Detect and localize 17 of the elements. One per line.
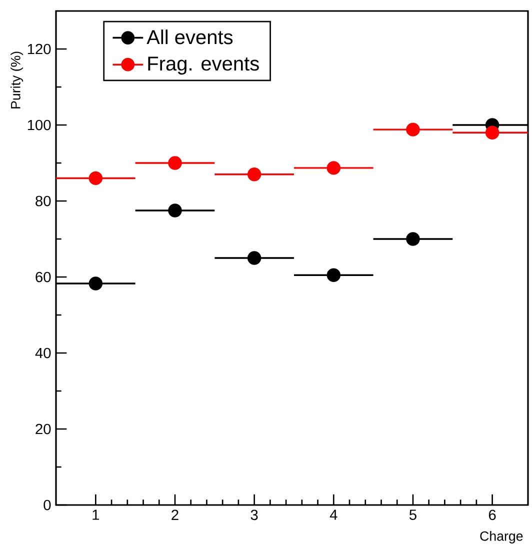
x-tick-label: 2 (172, 510, 178, 520)
x-tick-label: 3 (250, 510, 258, 520)
y-tick-label: 80 (36, 196, 51, 206)
y-tick-label: 120 (28, 44, 51, 54)
legend-label: Frag. events (148, 56, 259, 75)
legend-label: All events (146, 30, 233, 44)
y-tick-label: 20 (36, 424, 51, 434)
y-axis-title: Purity (%) (10, 52, 23, 108)
x-tick-label: 6 (488, 510, 496, 520)
y-tick-label: 40 (35, 348, 51, 358)
x-axis-title: Charge (480, 531, 523, 544)
x-tick-label: 5 (409, 510, 416, 520)
x-tick-label: 1 (92, 510, 100, 520)
x-tick-label: 4 (330, 510, 338, 520)
y-tick-label: 0 (44, 500, 51, 510)
y-tick-label: 100 (28, 120, 51, 130)
y-tick-label: 60 (36, 272, 51, 282)
